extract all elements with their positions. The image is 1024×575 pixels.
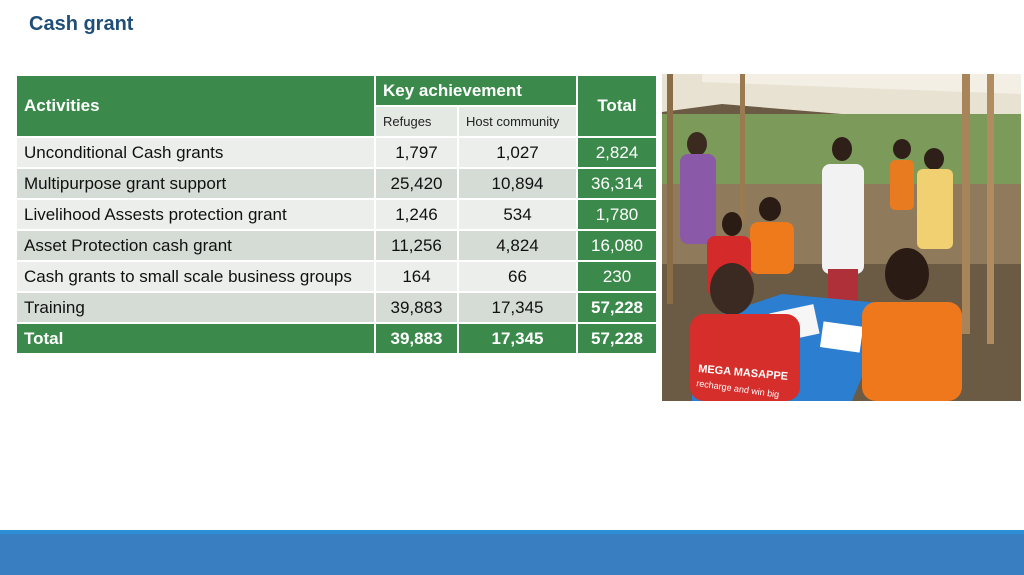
refuges-cell: 11,256 bbox=[374, 229, 459, 262]
total-cell: 16,080 bbox=[576, 229, 658, 262]
table-row: Multipurpose grant support 25,420 10,894… bbox=[15, 167, 658, 200]
host-cell: 10,894 bbox=[457, 167, 578, 200]
header-refuges: Refuges bbox=[374, 105, 459, 138]
header-key-achievement: Key achievement bbox=[374, 74, 578, 107]
activity-cell: Cash grants to small scale business grou… bbox=[15, 260, 376, 293]
header-activities: Activities bbox=[15, 74, 376, 138]
refuges-cell: 25,420 bbox=[374, 167, 459, 200]
total-cell: 57,228 bbox=[576, 291, 658, 324]
refuges-cell: 1,797 bbox=[374, 136, 459, 169]
cash-grant-table: Activities Key achievement Total Refuges… bbox=[15, 74, 658, 355]
total-label: Total bbox=[15, 322, 376, 355]
host-cell: 534 bbox=[457, 198, 578, 231]
host-cell: 4,824 bbox=[457, 229, 578, 262]
header-host-community: Host community bbox=[457, 105, 578, 138]
total-refuges: 39,883 bbox=[374, 322, 459, 355]
footer-bar bbox=[0, 534, 1024, 575]
table-row: Livelihood Assests protection grant 1,24… bbox=[15, 198, 658, 231]
table-row: Cash grants to small scale business grou… bbox=[15, 260, 658, 293]
refuges-cell: 1,246 bbox=[374, 198, 459, 231]
total-row: Total 39,883 17,345 57,228 bbox=[15, 322, 658, 355]
table-row: Training 39,883 17,345 57,228 bbox=[15, 291, 658, 324]
activity-cell: Multipurpose grant support bbox=[15, 167, 376, 200]
total-cell: 2,824 bbox=[576, 136, 658, 169]
total-total: 57,228 bbox=[576, 322, 658, 355]
table-row: Asset Protection cash grant 11,256 4,824… bbox=[15, 229, 658, 262]
activity-cell: Asset Protection cash grant bbox=[15, 229, 376, 262]
table-row: Unconditional Cash grants 1,797 1,027 2,… bbox=[15, 136, 658, 169]
total-cell: 1,780 bbox=[576, 198, 658, 231]
refuges-cell: 39,883 bbox=[374, 291, 459, 324]
host-cell: 1,027 bbox=[457, 136, 578, 169]
cash-distribution-photo: MEGA MASAPPE recharge and win big bbox=[662, 74, 1021, 401]
activity-cell: Livelihood Assests protection grant bbox=[15, 198, 376, 231]
footer-accent-line bbox=[0, 530, 1024, 534]
total-cell: 36,314 bbox=[576, 167, 658, 200]
total-cell: 230 bbox=[576, 260, 658, 293]
activity-cell: Unconditional Cash grants bbox=[15, 136, 376, 169]
host-cell: 17,345 bbox=[457, 291, 578, 324]
total-host: 17,345 bbox=[457, 322, 578, 355]
refuges-cell: 164 bbox=[374, 260, 459, 293]
host-cell: 66 bbox=[457, 260, 578, 293]
slide-title: Cash grant bbox=[29, 13, 134, 35]
activity-cell: Training bbox=[15, 291, 376, 324]
header-total: Total bbox=[576, 74, 658, 138]
